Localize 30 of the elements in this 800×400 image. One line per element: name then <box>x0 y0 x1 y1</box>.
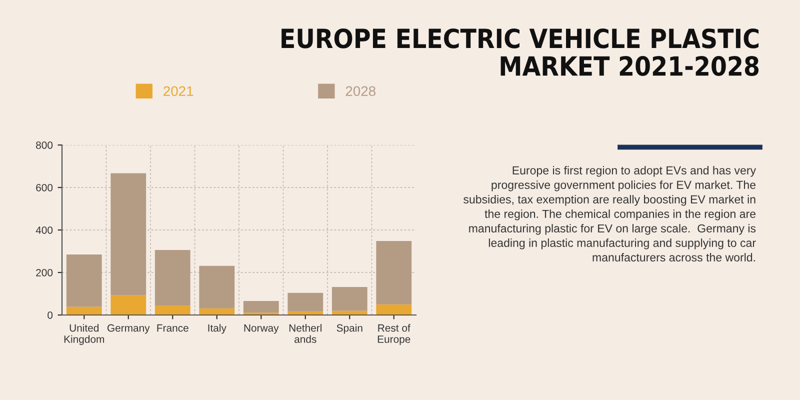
y-tick-label: 800 <box>36 142 53 149</box>
bar <box>154 306 190 315</box>
bar <box>243 300 279 313</box>
text: EUROPE ELECTRIC VEHICLE PLASTIC MARKET 2021-2028 <box>282 28 759 76</box>
bar <box>154 250 190 306</box>
y-tick-label: 0 <box>48 312 53 319</box>
y-tick-label: 400 <box>36 226 53 234</box>
x-tick-label: Spain <box>336 324 362 334</box>
bar <box>199 266 235 308</box>
bar <box>376 241 412 304</box>
bar <box>332 286 368 311</box>
legend-label: 2021 <box>164 86 194 96</box>
x-tick-label: France <box>157 324 188 332</box>
x-tick-label: Rest of Europe <box>378 324 410 345</box>
y-tick-label: 200 <box>36 269 53 276</box>
text: Europe is first region to adopt EVs and has very progressive government policies for EV market. The subsidies, tax exemption are really boosting EV market in the region. The chemical companies in the region are manufacturing plastic for EV on large scale. Germany is leading in plastic manufacturing and supplying to car manufacturers across the world. <box>464 166 756 262</box>
x-tick-label: Germany <box>107 324 150 334</box>
x-tick-label: Netherl ands <box>289 324 322 343</box>
bar <box>376 304 412 315</box>
bar <box>199 308 235 315</box>
y-tick-label: 600 <box>36 184 53 192</box>
x-tick-label: Norway <box>244 324 279 334</box>
bar <box>288 292 324 312</box>
bar <box>110 295 146 315</box>
legend-label: 2028 <box>346 86 376 96</box>
bar <box>66 306 102 315</box>
x-tick-label: Italy <box>208 324 226 334</box>
bar <box>110 173 146 296</box>
x-tick-label: United Kingdom <box>64 324 104 345</box>
bar <box>66 254 102 307</box>
